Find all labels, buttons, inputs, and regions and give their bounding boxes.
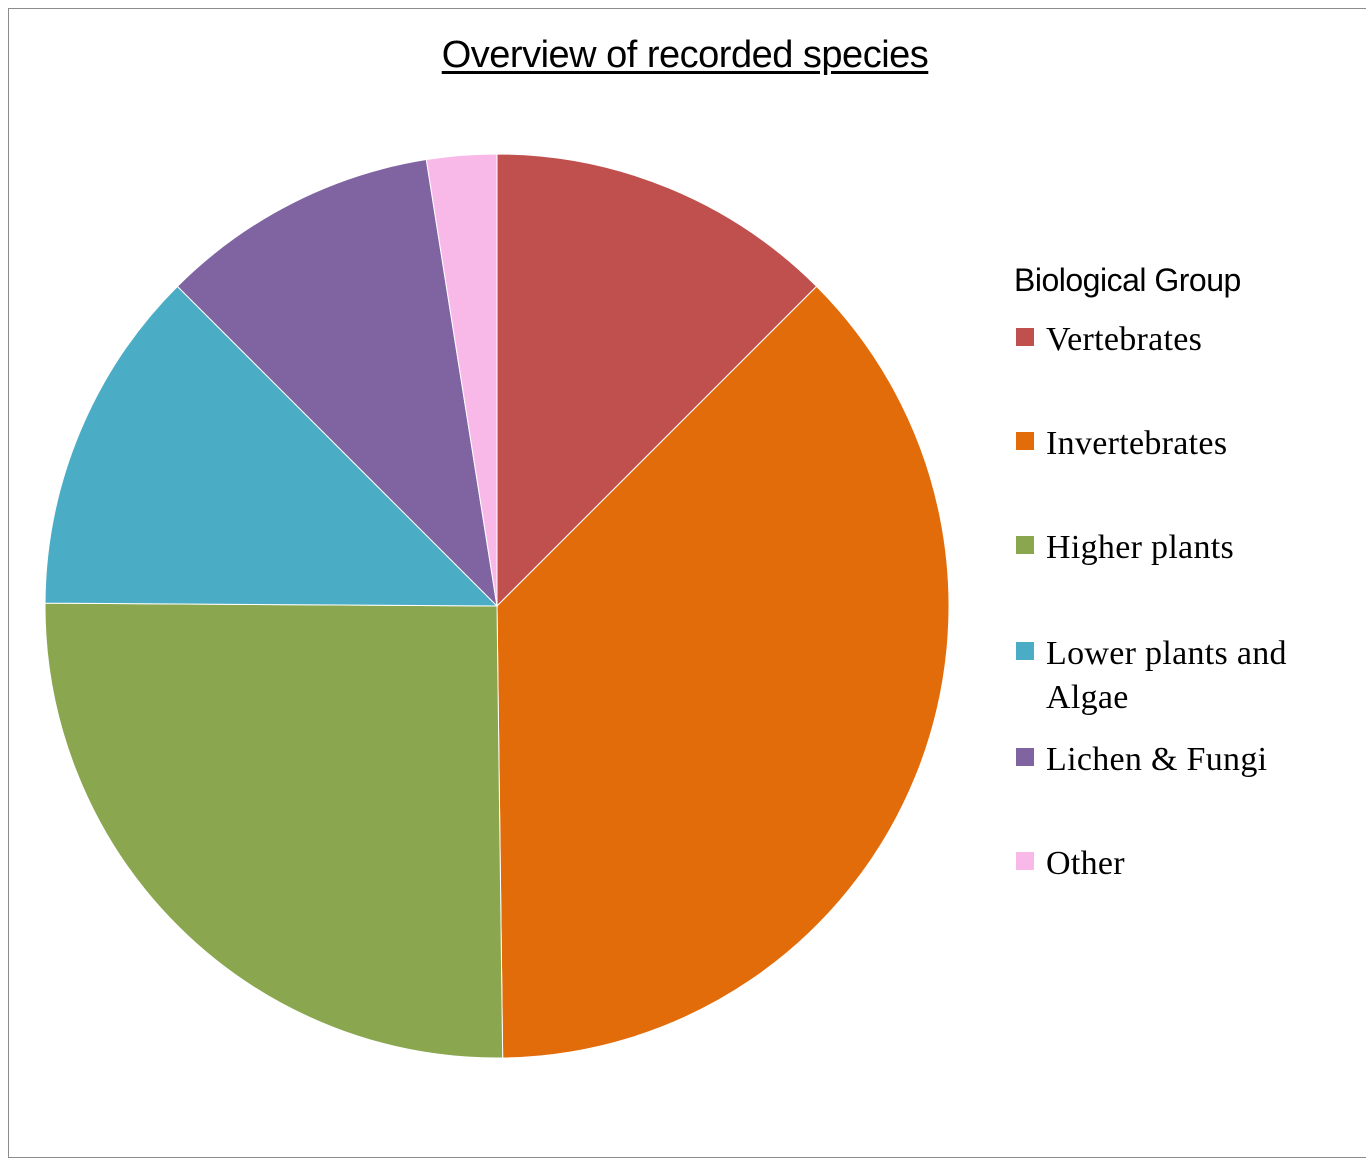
legend-swatch (1016, 642, 1034, 660)
pie-slices (44, 153, 950, 1059)
legend: Biological Group Vertebrates Invertebrate… (1014, 258, 1354, 882)
legend-swatch (1016, 536, 1034, 554)
legend-label: Higher plants (1046, 529, 1235, 566)
legend-swatch (1016, 852, 1034, 870)
pie-slice-lower-plants-and-algae (44, 285, 499, 607)
legend-title: Biological Group (1014, 262, 1241, 298)
pie-slice-lichen-fungi (176, 158, 498, 608)
legend-label: Lower plants and Algae (1046, 635, 1287, 716)
pie-slice-higher-plants (44, 602, 504, 1059)
legend-swatch (1016, 328, 1034, 346)
legend-label: Lichen & Fungi (1046, 741, 1268, 778)
legend-label: Other (1046, 845, 1125, 882)
legend-swatch (1016, 432, 1034, 450)
pie-slice-vertebrates (496, 153, 818, 608)
legend-label: Vertebrates (1046, 321, 1203, 358)
pie-slice-invertebrates (496, 285, 950, 1059)
chart-title: Overview of recorded species (441, 34, 929, 76)
legend-label: Invertebrates (1046, 425, 1228, 462)
pie-slice-other (425, 153, 498, 607)
legend-swatch (1016, 748, 1034, 766)
